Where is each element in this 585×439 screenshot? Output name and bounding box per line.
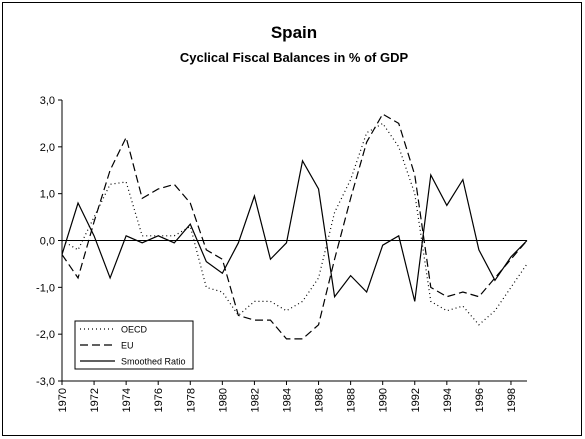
y-tick-label: -1,0 <box>36 282 55 294</box>
x-tick-label: 1972 <box>89 388 101 412</box>
x-tick-label: 1990 <box>378 388 390 412</box>
series-line <box>61 113 528 340</box>
y-tick-label: -3,0 <box>36 376 55 388</box>
x-tick-label: 1998 <box>506 388 518 412</box>
x-tick-label: 1992 <box>410 388 422 412</box>
y-tick-label: 0,0 <box>40 236 55 248</box>
y-tick-label: 1,0 <box>40 189 55 201</box>
x-tick-label: 1988 <box>346 388 358 412</box>
x-tick-label: 1976 <box>153 388 165 412</box>
legend-label: EU <box>121 341 134 351</box>
series-line <box>61 159 528 302</box>
x-tick-label: 1974 <box>121 388 133 412</box>
legend-label: OECD <box>121 325 148 335</box>
x-tick-label: 1982 <box>249 388 261 412</box>
x-tick-label: 1996 <box>474 388 486 412</box>
series-line <box>61 122 528 326</box>
x-tick-label: 1978 <box>185 388 197 412</box>
chart-subtitle: Cyclical Fiscal Balances in % of GDP <box>180 50 409 65</box>
y-tick-label: -2,0 <box>36 329 55 341</box>
chart-title: Spain <box>271 23 317 42</box>
x-tick-label: 1986 <box>314 388 326 412</box>
x-tick-label: 1994 <box>442 388 454 412</box>
y-tick-label: 2,0 <box>40 142 55 154</box>
x-tick-label: 1980 <box>217 388 229 412</box>
x-tick-label: 1984 <box>281 388 293 412</box>
legend-label: Smoothed Ratio <box>121 357 186 367</box>
y-tick-label: 3,0 <box>40 95 55 107</box>
x-tick-label: 1970 <box>57 388 69 412</box>
